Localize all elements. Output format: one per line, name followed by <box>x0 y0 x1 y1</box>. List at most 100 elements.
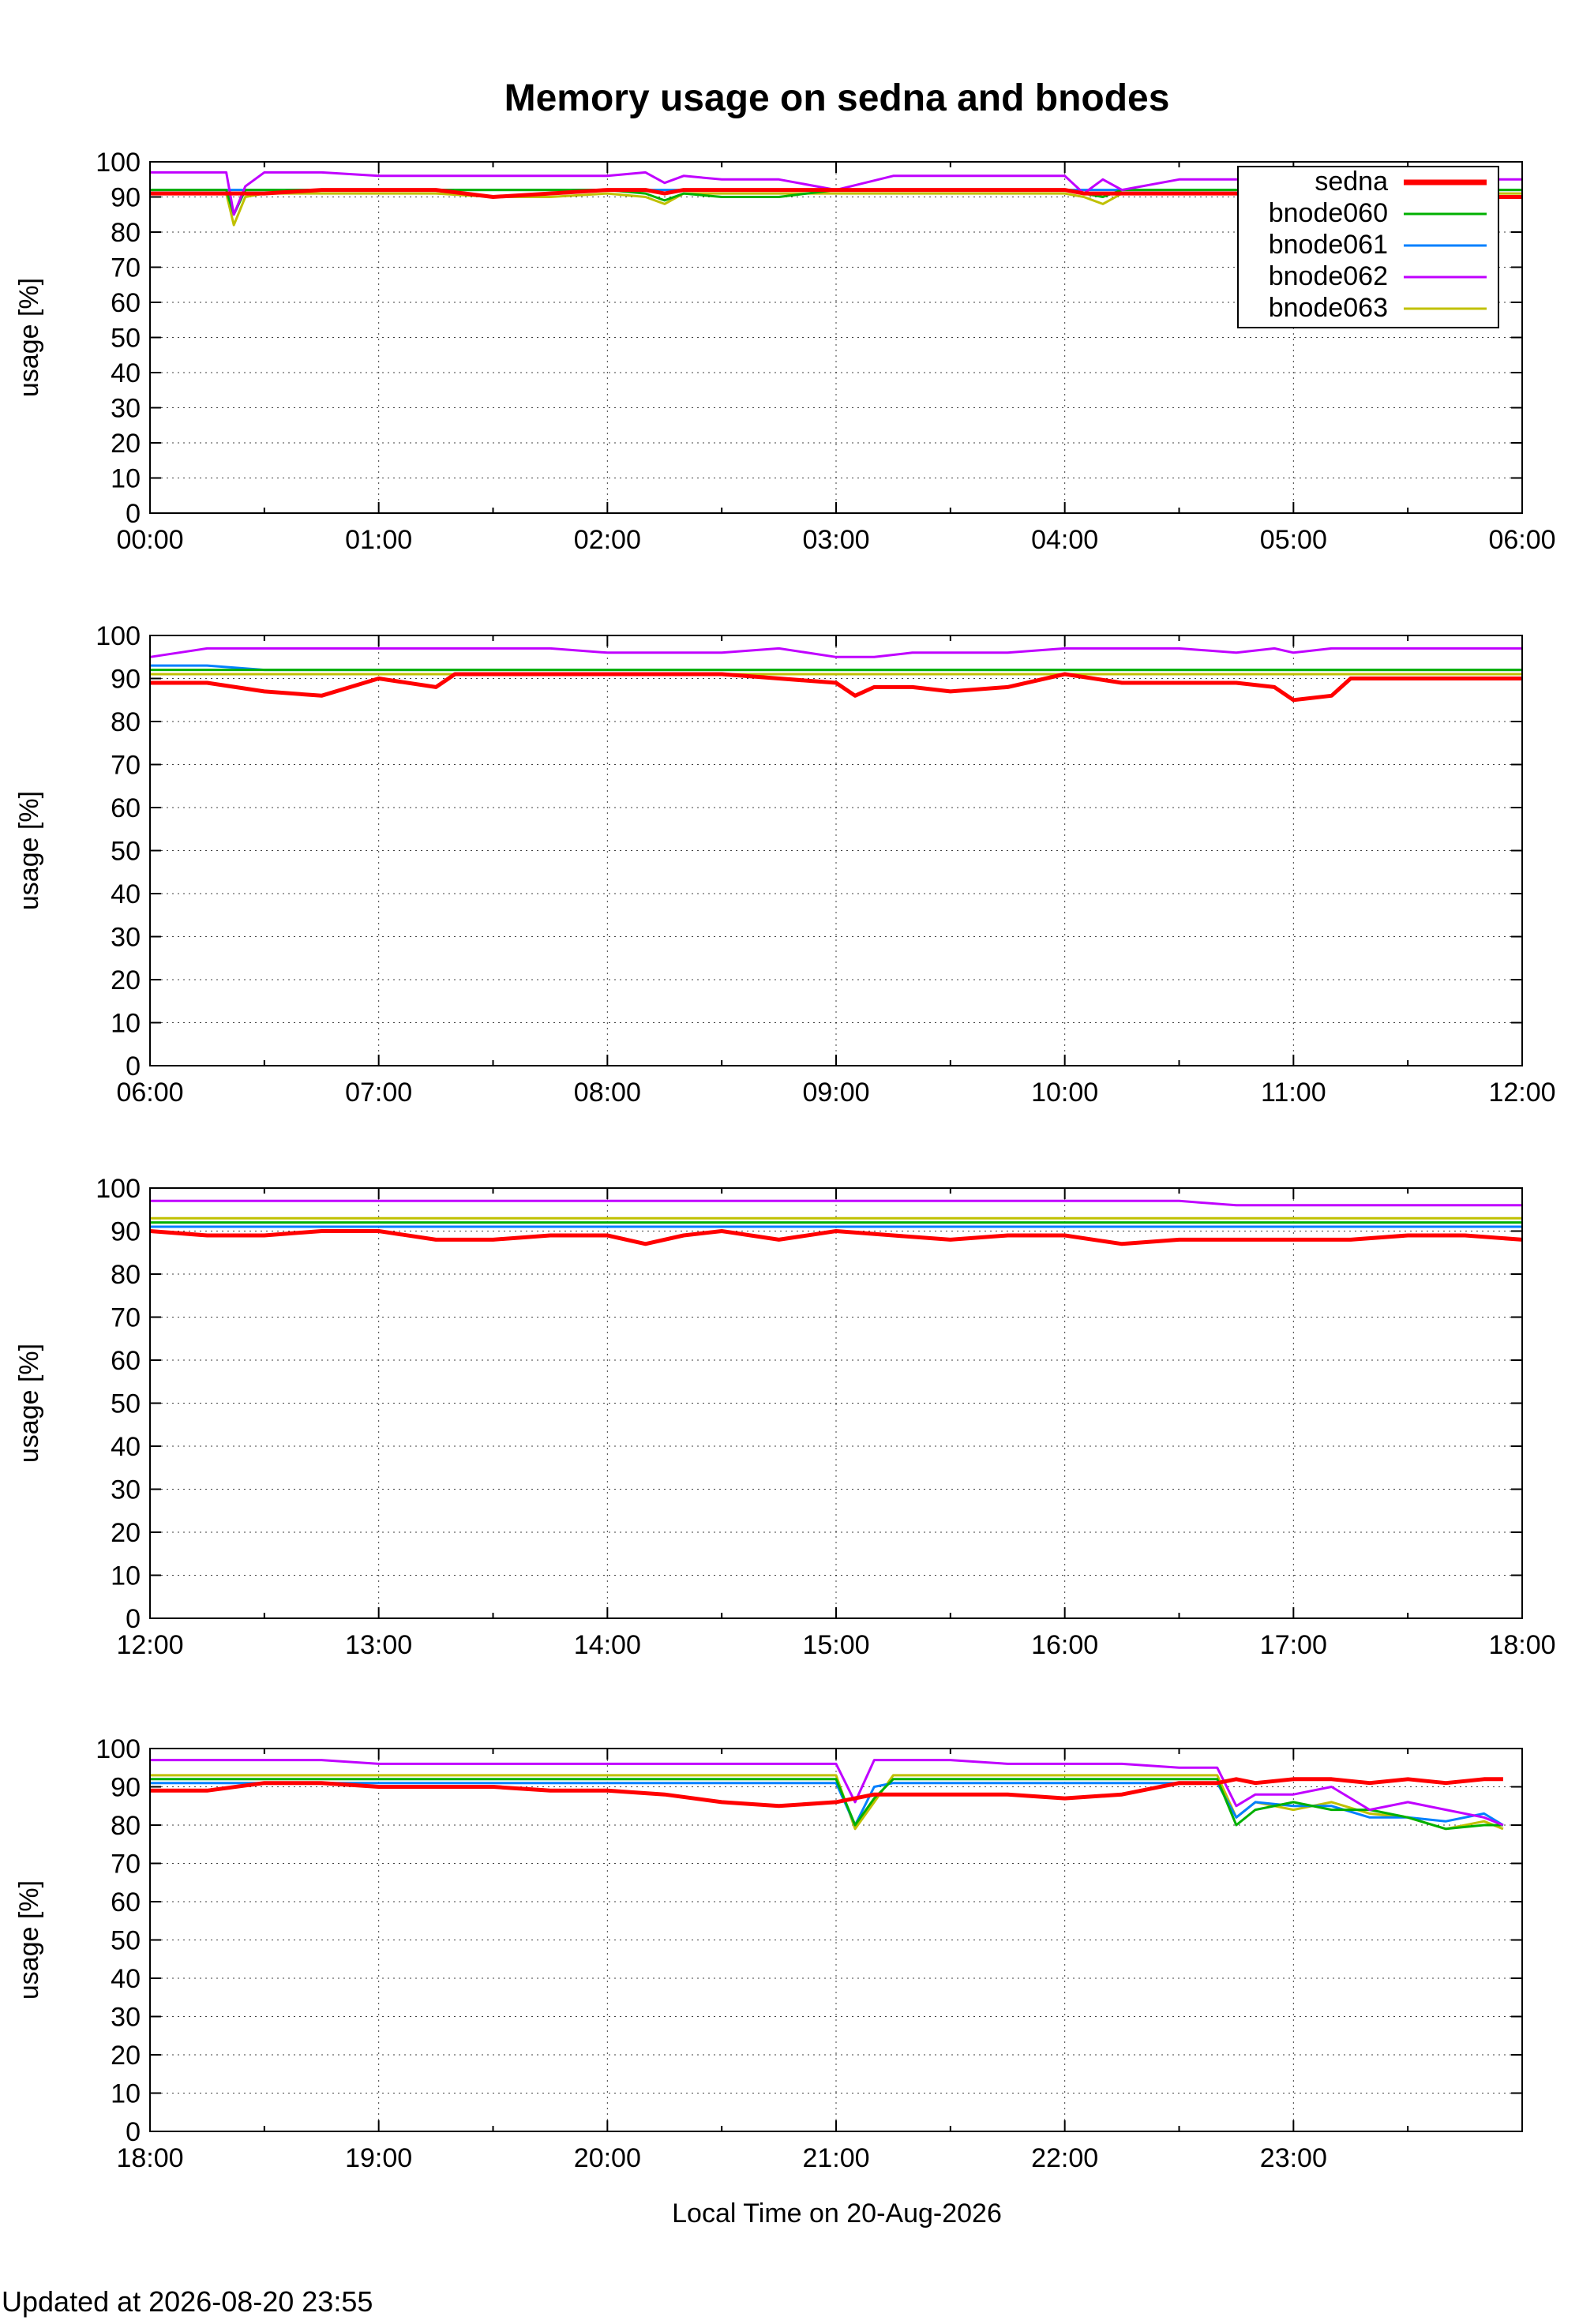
series-line-bnode062 <box>149 647 1522 658</box>
y-tick-label: 30 <box>111 923 141 953</box>
y-tick-label: 10 <box>111 2079 141 2109</box>
plot-frame <box>149 1748 1523 2132</box>
y-tick-label: 90 <box>111 183 141 213</box>
chart-panel: 0 10 20 30 40 50 60 70 80 90 100 00:00 01:00 02:00 03:… <box>14 148 1556 555</box>
legend-label: sedna <box>1315 167 1388 197</box>
y-tick-label: 80 <box>111 707 141 737</box>
y-axis-label: usage [%] <box>14 278 44 397</box>
x-tick-label: 21:00 <box>802 2143 869 2173</box>
y-tick-label: 80 <box>111 218 141 248</box>
legend-label: bnode063 <box>1269 293 1388 323</box>
x-tick-label: 20:00 <box>574 2143 641 2173</box>
series-line-sedna <box>149 1229 1523 1246</box>
plot-frame <box>149 1187 1523 1619</box>
y-tick-label: 20 <box>111 2041 141 2071</box>
y-tick-label: 10 <box>111 1561 141 1591</box>
x-tick-label: 23:00 <box>1260 2143 1327 2173</box>
legend-label: bnode060 <box>1269 198 1388 228</box>
y-tick-label: 70 <box>111 751 141 781</box>
series-line-bnode063 <box>150 1774 1504 1831</box>
chart-panel: 0 10 20 30 40 50 60 70 80 90 100 06:00 07:00 08:00 09:… <box>14 621 1556 1108</box>
y-tick-label: 70 <box>111 253 141 283</box>
y-tick-label: 50 <box>111 1389 141 1419</box>
x-tick-label: 19:00 <box>345 2143 412 2173</box>
x-tick-label: 22:00 <box>1031 2143 1098 2173</box>
series-line-bnode061 <box>150 1782 1504 1827</box>
y-tick-label: 40 <box>111 879 141 909</box>
y-tick-label: 50 <box>111 1926 141 1956</box>
y-tick-label: 90 <box>111 1773 141 1803</box>
y-tick-label: 70 <box>111 1850 141 1880</box>
x-tick-label: 12:00 <box>116 1630 183 1660</box>
y-tick-label: 90 <box>111 665 141 695</box>
y-tick-label: 100 <box>96 148 141 178</box>
series-line-sedna <box>150 672 1522 703</box>
y-tick-label: 80 <box>111 1811 141 1841</box>
y-tick-label: 30 <box>111 394 141 424</box>
x-axis-label: Local Time on 20-Aug-2026 <box>672 2198 1002 2228</box>
series-line-bnode062 <box>150 1199 1522 1207</box>
y-tick-label: 40 <box>111 1964 141 1994</box>
y-tick-label: 10 <box>111 1009 141 1039</box>
x-tick-label: 00:00 <box>116 525 183 555</box>
y-tick-label: 50 <box>111 837 141 867</box>
series-line-sedna <box>150 188 1522 199</box>
y-tick-label: 20 <box>111 1518 141 1548</box>
y-tick-label: 60 <box>111 1887 141 1917</box>
chart-panel: 0 10 20 30 40 50 60 70 80 90 100 18:00 19:00 20:00 21:… <box>14 1734 1523 2173</box>
y-tick-label: 100 <box>96 1174 141 1204</box>
x-tick-label: 04:00 <box>1031 525 1098 555</box>
y-tick-label: 20 <box>111 965 141 995</box>
y-tick-label: 100 <box>96 1734 141 1764</box>
x-tick-label: 05:00 <box>1260 525 1327 555</box>
x-tick-label: 09:00 <box>802 1078 869 1108</box>
y-tick-label: 100 <box>96 621 141 651</box>
y-axis-label: usage [%] <box>14 1880 44 2000</box>
legend-label: bnode061 <box>1269 230 1388 260</box>
y-tick-label: 60 <box>111 793 141 823</box>
y-tick-label: 10 <box>111 464 141 494</box>
x-tick-label: 03:00 <box>802 525 869 555</box>
series-line-bnode060 <box>150 1778 1503 1831</box>
x-tick-label: 07:00 <box>345 1078 412 1108</box>
y-tick-label: 0 <box>126 499 141 529</box>
x-tick-label: 12:00 <box>1488 1078 1555 1108</box>
x-tick-label: 06:00 <box>116 1078 183 1108</box>
x-tick-label: 02:00 <box>574 525 641 555</box>
x-tick-label: 13:00 <box>345 1630 412 1660</box>
y-tick-label: 60 <box>111 1346 141 1376</box>
y-tick-label: 0 <box>126 1604 141 1634</box>
x-tick-label: 14:00 <box>574 1630 641 1660</box>
y-tick-label: 40 <box>111 358 141 388</box>
y-tick-label: 50 <box>111 324 141 354</box>
x-tick-label: 08:00 <box>574 1078 641 1108</box>
y-tick-label: 20 <box>111 429 141 459</box>
y-tick-label: 0 <box>126 2117 141 2147</box>
series-line-bnode062 <box>150 1759 1504 1827</box>
x-tick-label: 01:00 <box>345 525 412 555</box>
y-tick-label: 60 <box>111 288 141 318</box>
series-line-sedna <box>150 1777 1503 1809</box>
x-tick-label: 16:00 <box>1031 1630 1098 1660</box>
chart-panel: 0 10 20 30 40 50 60 70 80 90 100 12:00 13:00 14:00 15:… <box>14 1174 1556 1660</box>
y-tick-label: 70 <box>111 1303 141 1333</box>
x-tick-label: 18:00 <box>1488 1630 1555 1660</box>
x-tick-label: 17:00 <box>1260 1630 1327 1660</box>
x-tick-label: 11:00 <box>1261 1078 1326 1108</box>
plot-frame <box>149 161 1523 514</box>
plot-frame <box>149 635 1523 1066</box>
y-tick-label: 30 <box>111 1475 141 1505</box>
x-tick-label: 18:00 <box>116 2143 183 2173</box>
chart-title: Memory usage on sedna and bnodes <box>504 77 1170 119</box>
y-axis-label: usage [%] <box>14 1344 44 1463</box>
x-tick-label: 10:00 <box>1031 1078 1098 1108</box>
y-axis-label: usage [%] <box>14 791 44 910</box>
x-tick-label: 15:00 <box>802 1630 869 1660</box>
updated-timestamp: Updated at 2026-08-20 23:55 <box>2 2285 373 2318</box>
series-line-bnode062 <box>150 171 1522 216</box>
y-tick-label: 90 <box>111 1217 141 1247</box>
